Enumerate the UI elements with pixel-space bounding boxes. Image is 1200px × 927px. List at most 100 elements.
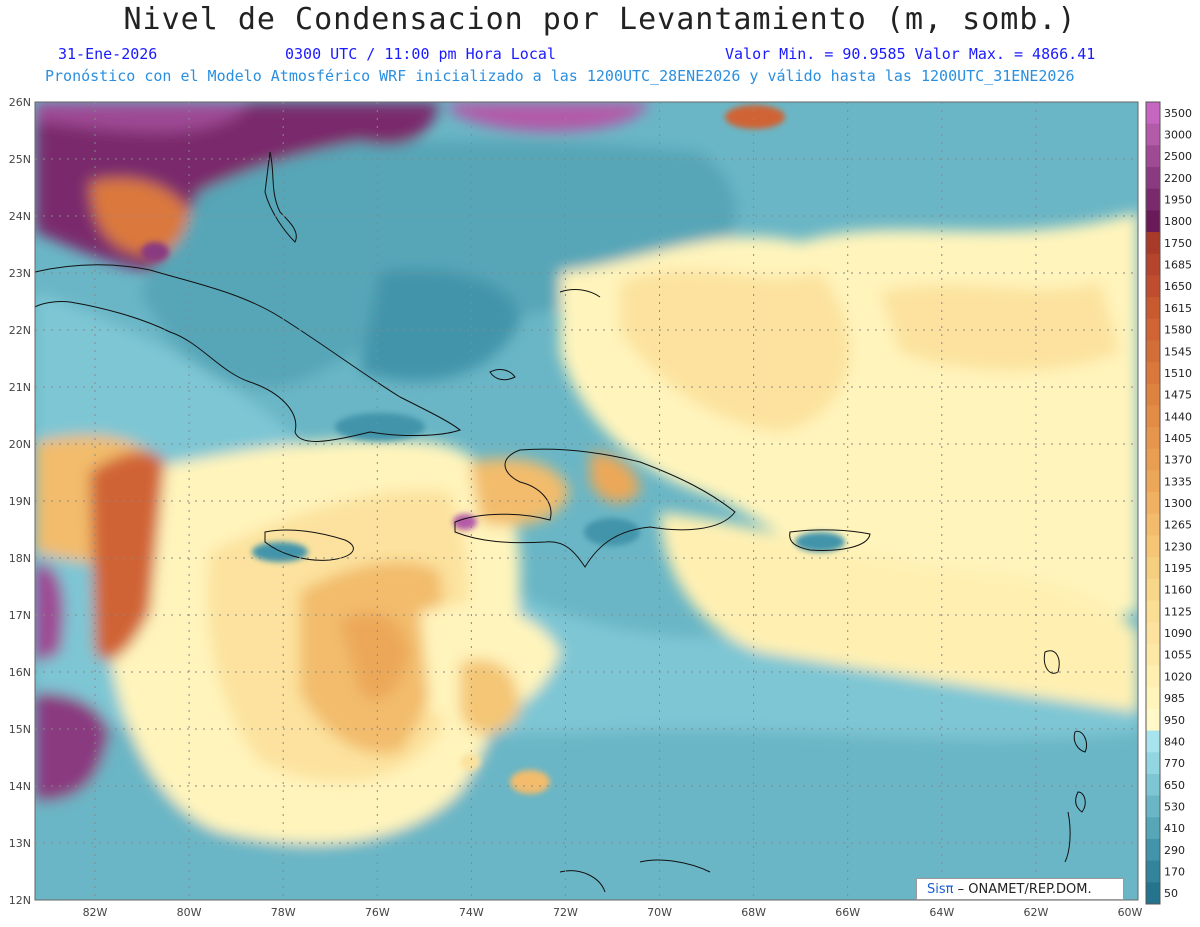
hispaniola-coast (454, 448, 736, 568)
cuba-coast (35, 264, 462, 442)
caicos-coast (559, 289, 601, 298)
lon-label: 78W (271, 906, 296, 919)
colorbar-swatch (1146, 730, 1160, 753)
colorbar: 3500 3000 2500 2200 1950 1800 1750 1685 1650 1615… (1145, 101, 1192, 905)
colorbar-swatch (1146, 232, 1160, 255)
colorbar-swatch (1146, 275, 1160, 298)
colorbar-swatch (1146, 297, 1160, 320)
colorbar-label: 1125 (1164, 605, 1192, 618)
latitude-labels: 26N 25N 24N 23N 22N 21N 20N 19N 18N 17N 16N 15N 14N 1… (9, 96, 31, 907)
colorbar-label: 840 (1164, 735, 1185, 748)
graticule (35, 102, 1138, 900)
lon-label: 80W (177, 906, 202, 919)
map-title: Nivel de Condensacion por Levantamiento … (123, 2, 1077, 37)
colorbar-swatch (1146, 665, 1160, 688)
colorbar-label: 650 (1164, 779, 1185, 792)
lon-label: 70W (647, 906, 672, 919)
lat-label: 13N (9, 837, 31, 850)
colorbar-swatch (1146, 362, 1160, 385)
colorbar-swatch (1146, 340, 1160, 363)
colorbar-swatch (1146, 795, 1160, 818)
lon-label: 76W (365, 906, 390, 919)
lcl-map: 26N 25N 24N 23N 22N 21N 20N 19N 18N 17N 16N 15N 14N 1… (9, 96, 1192, 919)
lat-label: 16N (9, 666, 31, 679)
lon-label: 72W (553, 906, 578, 919)
min-max-values: Valor Min. = 90.9585 Valor Max. = 4866.4… (725, 45, 1096, 63)
colorbar-label: 2200 (1164, 172, 1192, 185)
colorbar-label: 770 (1164, 757, 1185, 770)
colorbar-swatch (1146, 427, 1160, 450)
florida-coast (264, 151, 297, 243)
inagua-coast (489, 369, 516, 381)
colorbar-label: 1545 (1164, 345, 1192, 358)
lon-label: 82W (83, 906, 108, 919)
colorbar-label: 530 (1164, 800, 1185, 813)
jamaica-coast (264, 529, 354, 561)
lat-label: 21N (9, 381, 31, 394)
lon-label: 60W (1118, 906, 1143, 919)
lat-label: 20N (9, 438, 31, 451)
colorbar-label: 1230 (1164, 540, 1192, 553)
colorbar-label: 1055 (1164, 649, 1192, 662)
lon-label: 74W (459, 906, 484, 919)
colorbar-swatch (1146, 210, 1160, 233)
lat-label: 15N (9, 723, 31, 736)
colorbar-label: 1800 (1164, 215, 1192, 228)
colorbar-swatch (1146, 817, 1160, 840)
colorbar-swatch (1146, 687, 1160, 710)
credit-org: – ONAMET/REP.DOM. (957, 882, 1092, 897)
colorbar-swatch (1146, 405, 1160, 428)
colorbar-swatch (1146, 318, 1160, 341)
colorbar-swatch (1146, 123, 1160, 146)
colorbar-label: 1950 (1164, 194, 1192, 207)
colorbar-label: 1650 (1164, 280, 1192, 293)
colorbar-swatch (1146, 882, 1160, 905)
colorbar-swatch (1146, 578, 1160, 602)
forecast-date: 31-Ene-2026 (58, 45, 158, 63)
colorbar-label: 3500 (1164, 107, 1192, 120)
colorbar-swatch (1146, 600, 1160, 623)
lcl-field (35, 102, 1138, 900)
colorbar-label: 290 (1164, 844, 1185, 857)
colorbar-label: 1405 (1164, 432, 1192, 445)
colorbar-label: 3000 (1164, 129, 1192, 142)
puerto-rico-coast (789, 529, 871, 551)
colorbar-label: 1580 (1164, 324, 1192, 337)
lon-label: 62W (1023, 906, 1048, 919)
colorbar-label: 1195 (1164, 562, 1192, 575)
colorbar-label: 1440 (1164, 410, 1192, 423)
colorbar-label: 1020 (1164, 670, 1192, 683)
colorbar-label: 985 (1164, 692, 1185, 705)
model-info: Pronóstico con el Modelo Atmosférico WRF… (45, 67, 1075, 85)
lat-label: 17N (9, 609, 31, 622)
colorbar-swatch (1146, 535, 1160, 558)
colorbar-swatch (1146, 188, 1160, 211)
colorbar-swatch (1146, 773, 1160, 797)
lat-label: 14N (9, 780, 31, 793)
colorbar-label: 1300 (1164, 497, 1192, 510)
colorbar-swatch (1146, 448, 1160, 471)
colorbar-swatch (1146, 253, 1160, 276)
colorbar-label: 410 (1164, 822, 1185, 835)
lon-label: 66W (835, 906, 860, 919)
colorbar-label: 1160 (1164, 584, 1192, 597)
lat-label: 22N (9, 324, 31, 337)
colorbar-swatch (1146, 492, 1160, 515)
colorbar-label: 50 (1164, 887, 1178, 900)
forecast-time: 0300 UTC / 11:00 pm Hora Local (285, 45, 556, 63)
colorbar-swatch (1146, 622, 1160, 645)
colorbar-label: 1750 (1164, 237, 1192, 250)
colorbar-swatch (1146, 145, 1160, 168)
colorbar-label: 1615 (1164, 302, 1192, 315)
colorbar-swatch (1146, 838, 1160, 862)
lat-label: 12N (9, 894, 31, 907)
lat-label: 19N (9, 495, 31, 508)
lat-label: 24N (9, 210, 31, 223)
colorbar-swatch (1146, 708, 1160, 732)
colorbar-swatch (1146, 102, 1160, 125)
longitude-labels: 82W 80W 78W 76W 74W 72W 70W 68W 66W 64W 62W 60W (83, 906, 1143, 919)
colorbar-swatch (1146, 860, 1160, 883)
lon-label: 64W (929, 906, 954, 919)
colorbar-label: 170 (1164, 865, 1185, 878)
sispi-logo: Sisπ (927, 882, 954, 897)
